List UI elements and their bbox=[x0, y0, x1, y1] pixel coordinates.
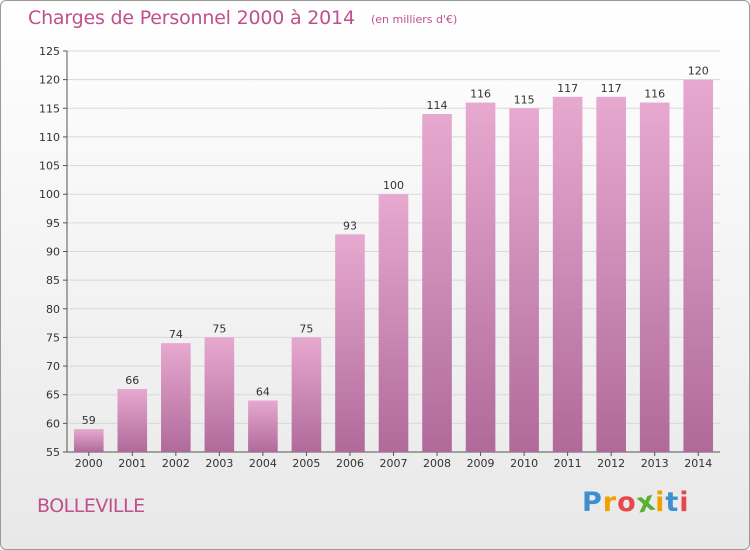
bar-2014 bbox=[683, 79, 714, 453]
chart-title: Charges de Personnel 2000 à 2014 bbox=[28, 7, 355, 29]
bar-2012 bbox=[596, 96, 626, 452]
logo-letter: i bbox=[655, 487, 666, 518]
bar-2009 bbox=[465, 102, 496, 453]
value-label-2013: 116 bbox=[644, 88, 665, 101]
x-tick-label: 2012 bbox=[597, 457, 625, 470]
bar-2000 bbox=[73, 429, 104, 452]
bar-2001 bbox=[117, 388, 148, 452]
x-tick-label: 2000 bbox=[75, 457, 103, 470]
value-label-2000: 59 bbox=[82, 414, 96, 427]
y-tick-label: 55 bbox=[46, 446, 60, 459]
bar-2011 bbox=[552, 96, 583, 452]
value-label-2003: 75 bbox=[212, 322, 226, 335]
value-label-2011: 117 bbox=[557, 82, 578, 95]
logo-letter: r bbox=[602, 487, 618, 518]
y-tick-label: 110 bbox=[39, 131, 60, 144]
bar-2007 bbox=[378, 194, 409, 452]
value-label-2012: 117 bbox=[601, 82, 622, 95]
x-tick-label: 2009 bbox=[467, 457, 495, 470]
y-tick-label: 105 bbox=[39, 160, 60, 173]
value-label-2004: 64 bbox=[256, 385, 270, 398]
y-tick-label: 115 bbox=[39, 102, 60, 115]
y-tick-label: 75 bbox=[46, 331, 60, 344]
bar-2008 bbox=[422, 114, 452, 452]
x-tick-label: 2001 bbox=[118, 457, 146, 470]
value-label-2005: 75 bbox=[299, 322, 313, 335]
y-tick-label: 60 bbox=[46, 417, 60, 430]
y-tick-label: 120 bbox=[39, 74, 60, 87]
x-tick-label: 2004 bbox=[249, 457, 277, 470]
bar-2010 bbox=[509, 108, 539, 453]
x-tick-label: 2002 bbox=[162, 457, 190, 470]
value-labels: 59 66 74 75 64 75 93 100 114 116 115 117 117 116 120 bbox=[82, 65, 709, 427]
y-tick-label: 125 bbox=[39, 45, 60, 58]
bar-2005 bbox=[291, 337, 322, 452]
x-tick-label: 2003 bbox=[205, 457, 233, 470]
bar-2002 bbox=[161, 343, 191, 452]
y-tick-label: 90 bbox=[46, 246, 60, 259]
logo-letter: o bbox=[617, 487, 637, 518]
value-label-2014: 120 bbox=[688, 65, 709, 78]
value-label-2010: 115 bbox=[514, 93, 535, 106]
x-tick-label: 2007 bbox=[380, 457, 408, 470]
bars bbox=[73, 79, 714, 453]
x-tick-label: 2010 bbox=[510, 457, 538, 470]
x-tick-label: 2006 bbox=[336, 457, 364, 470]
bar-2003 bbox=[204, 337, 235, 452]
x-tick-label: 2013 bbox=[641, 457, 669, 470]
town-name: BOLLEVILLE bbox=[37, 495, 145, 517]
logo-letter: i bbox=[679, 487, 690, 518]
y-tick-label: 85 bbox=[46, 274, 60, 287]
x-tick-label: 2011 bbox=[554, 457, 582, 470]
chart-subtitle: (en milliers d'€) bbox=[371, 13, 458, 26]
x-tick-label: 2008 bbox=[423, 457, 451, 470]
value-label-2006: 93 bbox=[343, 219, 357, 232]
y-tick-label: 95 bbox=[46, 217, 60, 230]
value-label-2002: 74 bbox=[169, 328, 183, 341]
bar-2013 bbox=[639, 102, 670, 453]
x-tick-label: 2014 bbox=[684, 457, 712, 470]
bar-2006 bbox=[335, 234, 365, 452]
proxiti-logo[interactable]: Proxiti bbox=[582, 485, 690, 519]
y-tick-label: 70 bbox=[46, 360, 60, 373]
logo-letter: t bbox=[665, 487, 680, 518]
x-tick-label: 2005 bbox=[292, 457, 320, 470]
value-label-2008: 114 bbox=[427, 99, 448, 112]
y-tick-label: 80 bbox=[46, 303, 60, 316]
y-tick-label: 100 bbox=[39, 188, 60, 201]
logo-letter: P bbox=[582, 487, 603, 518]
y-tick-label: 65 bbox=[46, 389, 60, 402]
value-label-2009: 116 bbox=[470, 88, 491, 101]
value-label-2007: 100 bbox=[383, 179, 404, 192]
value-label-2001: 66 bbox=[125, 374, 139, 387]
bar-2004 bbox=[248, 400, 278, 452]
